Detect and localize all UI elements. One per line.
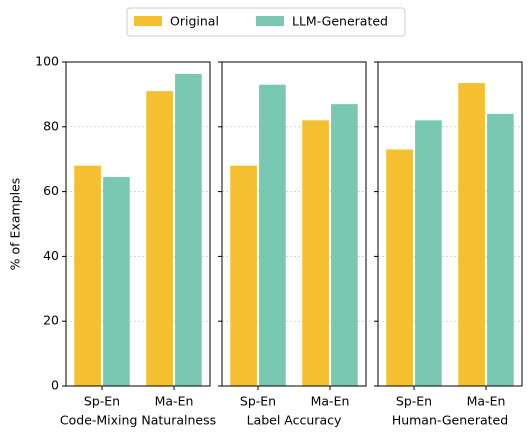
legend-label: Original	[170, 14, 219, 29]
x-axis-label: Human-Generated	[392, 413, 508, 428]
y-tick-label: 20	[43, 313, 59, 328]
bar	[331, 104, 358, 387]
legend-swatch	[256, 16, 284, 26]
plot-frame	[221, 61, 367, 387]
legend-swatch	[134, 16, 162, 26]
bar	[259, 84, 286, 387]
bar	[103, 177, 130, 386]
x-axis-label: Label Accuracy	[247, 413, 342, 428]
x-tick-label: Ma-En	[311, 394, 350, 409]
bar	[487, 113, 514, 386]
y-tick-label: 100	[35, 54, 59, 69]
y-tick-label: 0	[51, 378, 59, 393]
x-tick-label: Sp-En	[240, 394, 276, 409]
y-tick-label: 60	[43, 183, 59, 198]
y-tick-label: 40	[43, 248, 59, 263]
bar	[415, 120, 442, 386]
y-axis-label: % of Examples	[8, 178, 23, 271]
legend-label: LLM-Generated	[292, 14, 388, 29]
bar	[74, 165, 101, 386]
y-tick-label: 80	[43, 118, 59, 133]
bar	[146, 91, 173, 386]
plot-frame	[377, 61, 523, 387]
x-tick-label: Ma-En	[155, 394, 194, 409]
x-tick-label: Sp-En	[84, 394, 120, 409]
bar	[230, 165, 257, 386]
plot-frame	[65, 61, 211, 387]
bar	[302, 120, 329, 386]
x-tick-label: Ma-En	[467, 394, 506, 409]
bar	[386, 149, 413, 386]
bar	[458, 83, 485, 386]
x-tick-label: Sp-En	[396, 394, 432, 409]
x-axis-label: Code-Mixing Naturalness	[60, 413, 216, 428]
bar	[175, 73, 202, 386]
